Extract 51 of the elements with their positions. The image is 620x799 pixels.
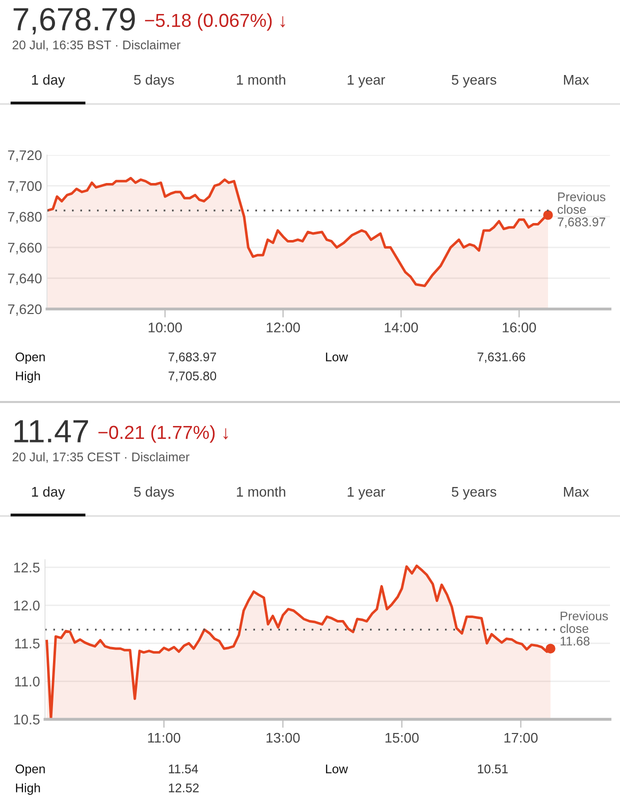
text: 1 day [32,74,65,88]
text: High [16,371,40,383]
text: −5.18 (0.067%) ↓ [145,13,285,31]
x-tick-label: 12:00 [266,322,300,332]
text: 7,683.97 [168,352,216,363]
text: 1 month [236,74,286,85]
text: High [16,783,40,795]
y-tick-label: 7,620 [8,304,42,316]
text: Open [16,764,45,776]
y-tick-label: 11.0 [15,676,40,686]
y-tick-label: 11.5 [15,638,40,648]
text: 5 years [452,75,496,88]
y-tick-label: 12.5 [14,562,40,572]
text: 5 days [134,74,174,88]
text: Open [16,352,45,364]
x-tick-label: 11:00 [148,732,180,743]
y-tick-label: 7,700 [8,181,42,193]
text: 7,705.80 [168,372,216,382]
text: 10.51 [478,764,508,774]
x-tick-label: 15:00 [386,732,419,743]
chart-title: 11.47 [14,420,88,442]
x-tick-label: 16:00 [502,322,536,332]
text: 1 month [236,486,286,497]
y-tick-label: 7,660 [8,242,42,254]
chart-subtitle: 20 Jul, 16:35 BST · Disclaimer [12,40,180,51]
text: Max [564,75,589,85]
text: 7,631.66 [478,352,526,363]
chart-title: 7,678.79 [14,8,135,34]
y-tick-label: 10.5 [14,714,40,724]
y-tick-label: 12.0 [14,600,40,610]
x-tick-label: 14:00 [384,322,418,332]
x-tick-label: 17:00 [504,732,538,743]
text: 1 year [348,75,386,88]
text: 12.52 [168,784,199,792]
y-tick-label: 7,680 [8,212,42,224]
ref-line-label: Previous close 7,683.97 [558,192,606,228]
chart-subtitle: 20 Jul, 17:35 CEST · Disclaimer [12,452,190,463]
text: 5 years [452,487,496,500]
y-tick-label: 7,640 [8,274,42,286]
text: Low [326,352,348,362]
x-tick-label: 13:00 [266,732,300,743]
text: 1 year [348,487,386,500]
text: 1 day [32,486,65,500]
x-tick-label: 10:00 [148,322,182,332]
y-tick-label: 7,720 [8,150,42,162]
text: Low [326,764,348,774]
text: 11.54 [168,764,198,774]
ref-line-label: Previous close 11.68 [560,611,608,646]
text: Max [564,487,589,497]
text: 5 days [134,486,174,500]
text: −0.21 (1.77%) ↓ [98,425,228,443]
